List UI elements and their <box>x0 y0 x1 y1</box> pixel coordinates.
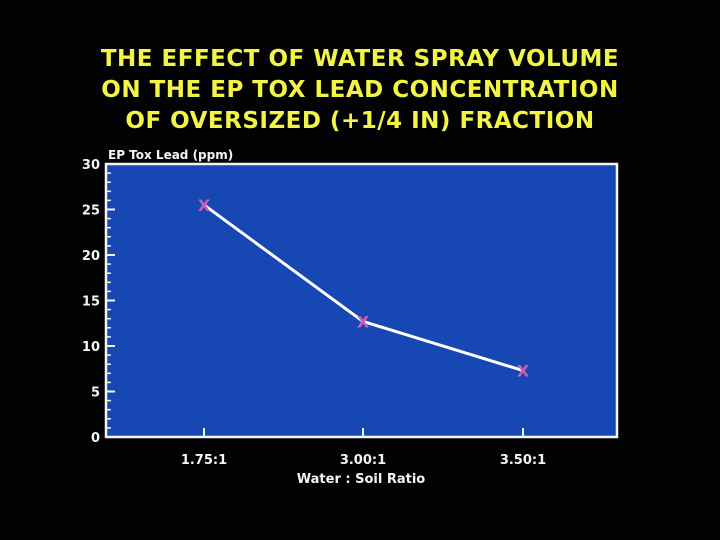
y-tick-label: 25 <box>82 204 100 219</box>
y-tick-label: 15 <box>82 295 100 310</box>
y-axis: 0 5 10 15 20 25 30 <box>82 158 115 446</box>
x-axis: 1.75:1 3.00:1 3.50:1 <box>181 428 546 468</box>
title-line-2: ON THE EP TOX LEAD CONCENTRATION <box>101 77 619 103</box>
y-tick-label: 0 <box>91 431 100 446</box>
plot-area <box>104 162 619 439</box>
y-tick-label: 10 <box>82 340 100 355</box>
title-line-1: THE EFFECT OF WATER SPRAY VOLUME <box>100 46 620 72</box>
data-point-marker: X <box>198 196 211 215</box>
x-tick-label: 1.75:1 <box>181 453 227 468</box>
x-tick-label: 3.00:1 <box>340 453 386 468</box>
y-tick-label: 5 <box>91 386 100 401</box>
series-line <box>203 203 524 373</box>
y-tick-label: 20 <box>82 249 100 264</box>
y-tick-label: 30 <box>82 158 100 173</box>
x-tick-label: 3.50:1 <box>500 453 546 468</box>
series-layer: X X X <box>198 196 530 381</box>
title-line-3: OF OVERSIZED (+1/4 IN) FRACTION <box>125 108 595 134</box>
chart-title: THE EFFECT OF WATER SPRAY VOLUME ON THE … <box>0 44 720 137</box>
data-point-marker: X <box>517 362 530 381</box>
data-point-marker: X <box>357 312 370 331</box>
y-axis-label: EP Tox Lead (ppm) <box>108 148 233 162</box>
x-axis-label: Water : Soil Ratio <box>297 472 426 487</box>
